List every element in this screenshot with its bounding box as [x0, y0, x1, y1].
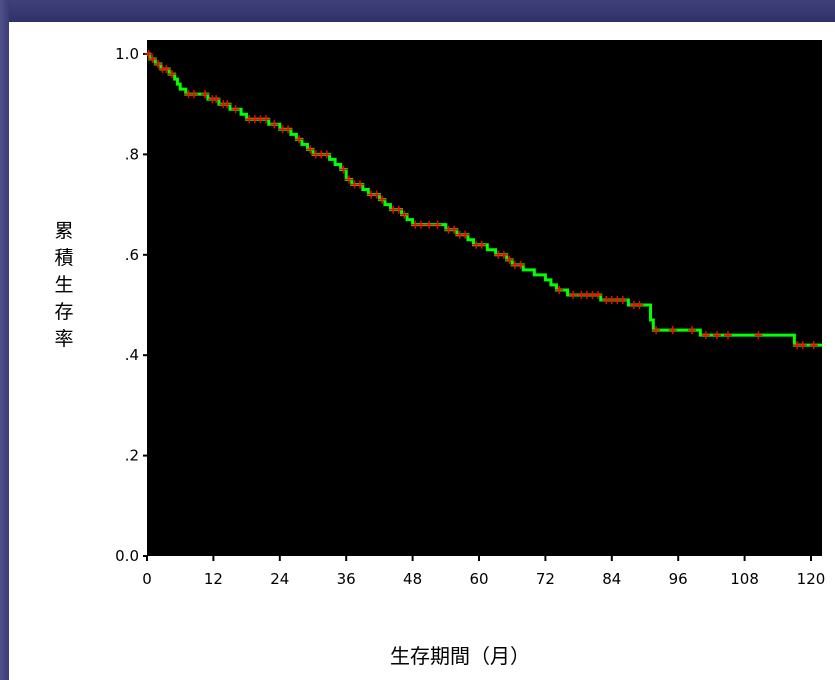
x-tick-label: 84	[602, 570, 621, 588]
x-tick-label: 96	[669, 570, 688, 588]
censor-mark	[162, 65, 171, 74]
censor-mark	[284, 125, 293, 134]
censor-mark	[322, 150, 331, 159]
y-axis-label-text: 累積生存率	[52, 218, 76, 353]
censor-mark	[394, 205, 403, 214]
censor-mark	[798, 341, 807, 350]
window-frame-left	[0, 0, 9, 680]
x-tick-label: 108	[730, 570, 759, 588]
y-axis-label-char: 積	[54, 247, 74, 269]
x-tick-label: 24	[270, 570, 289, 588]
window-frame-top	[0, 0, 835, 22]
y-tick-label: .4	[125, 346, 139, 364]
x-tick-label: 48	[403, 570, 422, 588]
censor-mark	[167, 70, 176, 79]
y-axis-label-char: 率	[54, 328, 74, 350]
censor-mark	[339, 165, 348, 174]
censor-mark	[668, 326, 677, 335]
censor-mark	[372, 190, 381, 199]
censor-mark	[154, 60, 163, 69]
censor-mark	[356, 180, 365, 189]
censor-mark	[652, 326, 661, 335]
censor-mark	[809, 341, 818, 350]
censor-mark	[712, 331, 721, 340]
censor-mark	[306, 145, 315, 154]
censor-mark	[261, 115, 270, 124]
y-axis-label: 累積生存率	[52, 218, 76, 353]
censor-mark	[378, 195, 387, 204]
x-tick-label: 12	[204, 570, 223, 588]
x-axis-label: 生存期間（月）	[390, 644, 530, 668]
plot-area	[147, 40, 822, 556]
censor-mark	[416, 220, 425, 229]
x-tick-label: 60	[469, 570, 488, 588]
censor-mark	[270, 120, 279, 129]
censor-mark	[148, 55, 157, 64]
y-tick-label: .6	[125, 246, 139, 264]
censor-mark	[635, 301, 644, 309]
y-tick-label: 1.0	[115, 45, 139, 63]
censor-mark	[231, 105, 240, 114]
censor-mark	[569, 290, 578, 299]
censor-mark	[433, 220, 442, 229]
censor-mark	[754, 331, 763, 340]
censor-mark	[461, 230, 470, 239]
x-tick-label: 72	[536, 570, 555, 588]
censor-mark	[190, 90, 199, 99]
y-tick-label: .2	[125, 447, 139, 465]
y-axis-label-char: 存	[54, 301, 74, 323]
censor-mark	[477, 240, 486, 249]
censor-mark	[701, 331, 710, 340]
censor-mark	[516, 260, 525, 269]
censor-mark	[450, 225, 459, 234]
censor-mark	[344, 175, 353, 184]
x-tick-label: 120	[797, 570, 826, 588]
censor-mark	[688, 326, 697, 335]
censor-mark	[400, 210, 409, 219]
censor-mark	[724, 331, 732, 340]
y-axis-label-char: 生	[54, 274, 74, 296]
y-tick-label: 0.0	[115, 547, 139, 565]
y-tick-label: .8	[125, 145, 139, 163]
x-tick-label: 36	[337, 570, 356, 588]
censor-mark	[144, 50, 153, 58]
censor-mark	[201, 90, 210, 99]
censor-mark	[223, 100, 232, 109]
censor-mark	[295, 135, 304, 144]
censor-mark	[425, 220, 434, 229]
censor-mark	[555, 285, 564, 294]
x-tick-label: 0	[142, 570, 152, 588]
y-axis-label-char: 累	[54, 220, 74, 242]
censor-mark	[499, 250, 508, 259]
censor-mark	[505, 255, 514, 264]
censor-mark	[593, 290, 602, 299]
censor-mark	[618, 295, 627, 304]
censor-mark	[212, 95, 221, 104]
